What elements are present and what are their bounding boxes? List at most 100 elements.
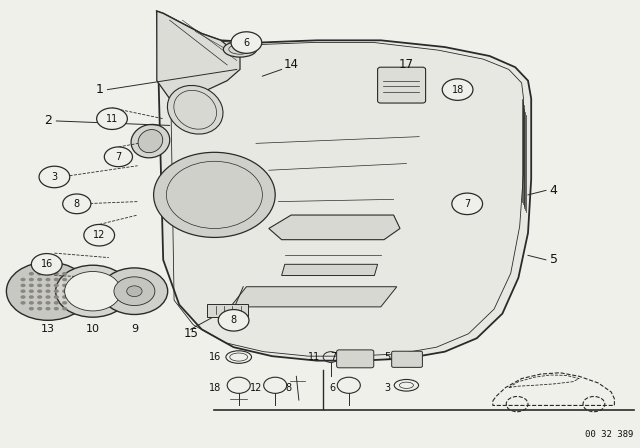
Circle shape (62, 284, 67, 287)
Circle shape (70, 295, 76, 299)
Text: 5: 5 (384, 352, 390, 362)
Text: 18: 18 (451, 85, 464, 95)
Text: 12: 12 (250, 383, 262, 392)
Circle shape (70, 284, 76, 287)
FancyBboxPatch shape (207, 304, 248, 317)
Text: 3: 3 (51, 172, 58, 182)
Circle shape (104, 147, 132, 167)
Circle shape (63, 194, 91, 214)
Text: 00 32 389: 00 32 389 (585, 430, 634, 439)
Circle shape (84, 224, 115, 246)
Text: 6: 6 (330, 383, 336, 392)
Text: 13: 13 (41, 324, 55, 334)
Circle shape (54, 278, 59, 281)
Circle shape (29, 307, 34, 310)
Text: 8: 8 (74, 199, 80, 209)
Circle shape (70, 289, 76, 293)
Circle shape (54, 307, 59, 310)
Circle shape (70, 301, 76, 305)
Circle shape (37, 295, 42, 299)
Text: 6: 6 (243, 38, 250, 47)
Circle shape (154, 152, 275, 237)
Circle shape (54, 284, 59, 287)
Circle shape (70, 278, 76, 281)
Circle shape (54, 301, 59, 305)
Text: 18: 18 (209, 383, 221, 392)
Ellipse shape (168, 86, 223, 134)
Ellipse shape (131, 125, 170, 158)
Circle shape (29, 289, 34, 293)
FancyBboxPatch shape (378, 67, 426, 103)
FancyBboxPatch shape (337, 350, 374, 368)
Circle shape (54, 289, 59, 293)
Circle shape (39, 166, 70, 188)
Circle shape (45, 301, 51, 305)
Circle shape (54, 295, 59, 299)
Text: 16: 16 (209, 352, 221, 362)
Circle shape (29, 301, 34, 305)
Text: 4: 4 (550, 184, 557, 197)
Text: 5: 5 (550, 253, 557, 267)
Circle shape (56, 265, 130, 317)
Circle shape (45, 272, 51, 276)
Circle shape (452, 193, 483, 215)
Text: 7: 7 (115, 152, 122, 162)
Ellipse shape (223, 42, 257, 57)
Circle shape (62, 307, 67, 310)
Text: 12: 12 (93, 230, 106, 240)
Circle shape (62, 278, 67, 281)
Text: 17: 17 (399, 58, 414, 72)
Circle shape (218, 310, 249, 331)
Circle shape (20, 278, 26, 281)
Text: 3: 3 (384, 383, 390, 392)
Text: 9: 9 (131, 324, 138, 334)
Circle shape (37, 278, 42, 281)
Circle shape (29, 272, 34, 276)
Circle shape (45, 284, 51, 287)
Circle shape (127, 286, 142, 297)
Text: 1: 1 (95, 83, 103, 96)
Circle shape (37, 301, 42, 305)
Circle shape (37, 272, 42, 276)
Circle shape (97, 108, 127, 129)
Text: 10: 10 (86, 324, 100, 334)
Circle shape (65, 271, 121, 311)
Circle shape (20, 295, 26, 299)
Text: 11: 11 (106, 114, 118, 124)
Text: 8: 8 (230, 315, 237, 325)
Circle shape (29, 284, 34, 287)
Text: 7: 7 (330, 352, 336, 362)
Circle shape (20, 284, 26, 287)
Ellipse shape (138, 129, 163, 153)
Text: 8: 8 (285, 383, 291, 392)
Circle shape (442, 79, 473, 100)
Circle shape (31, 254, 62, 275)
Circle shape (29, 295, 34, 299)
Circle shape (231, 32, 262, 53)
Circle shape (62, 289, 67, 293)
Circle shape (54, 272, 59, 276)
Circle shape (45, 295, 51, 299)
Circle shape (101, 268, 168, 314)
Text: 11: 11 (308, 352, 320, 362)
Circle shape (114, 277, 155, 306)
Text: 15: 15 (183, 327, 198, 340)
Circle shape (45, 289, 51, 293)
Circle shape (29, 278, 34, 281)
Polygon shape (157, 11, 240, 99)
FancyBboxPatch shape (392, 351, 422, 367)
Text: 7: 7 (464, 199, 470, 209)
Circle shape (20, 289, 26, 293)
Polygon shape (230, 287, 397, 307)
Circle shape (62, 272, 67, 276)
Circle shape (20, 301, 26, 305)
Polygon shape (282, 264, 378, 276)
Circle shape (37, 284, 42, 287)
Text: 16: 16 (40, 259, 53, 269)
Circle shape (62, 301, 67, 305)
Circle shape (45, 278, 51, 281)
Text: 2: 2 (44, 114, 52, 128)
Circle shape (37, 307, 42, 310)
Circle shape (6, 262, 90, 320)
Circle shape (45, 307, 51, 310)
